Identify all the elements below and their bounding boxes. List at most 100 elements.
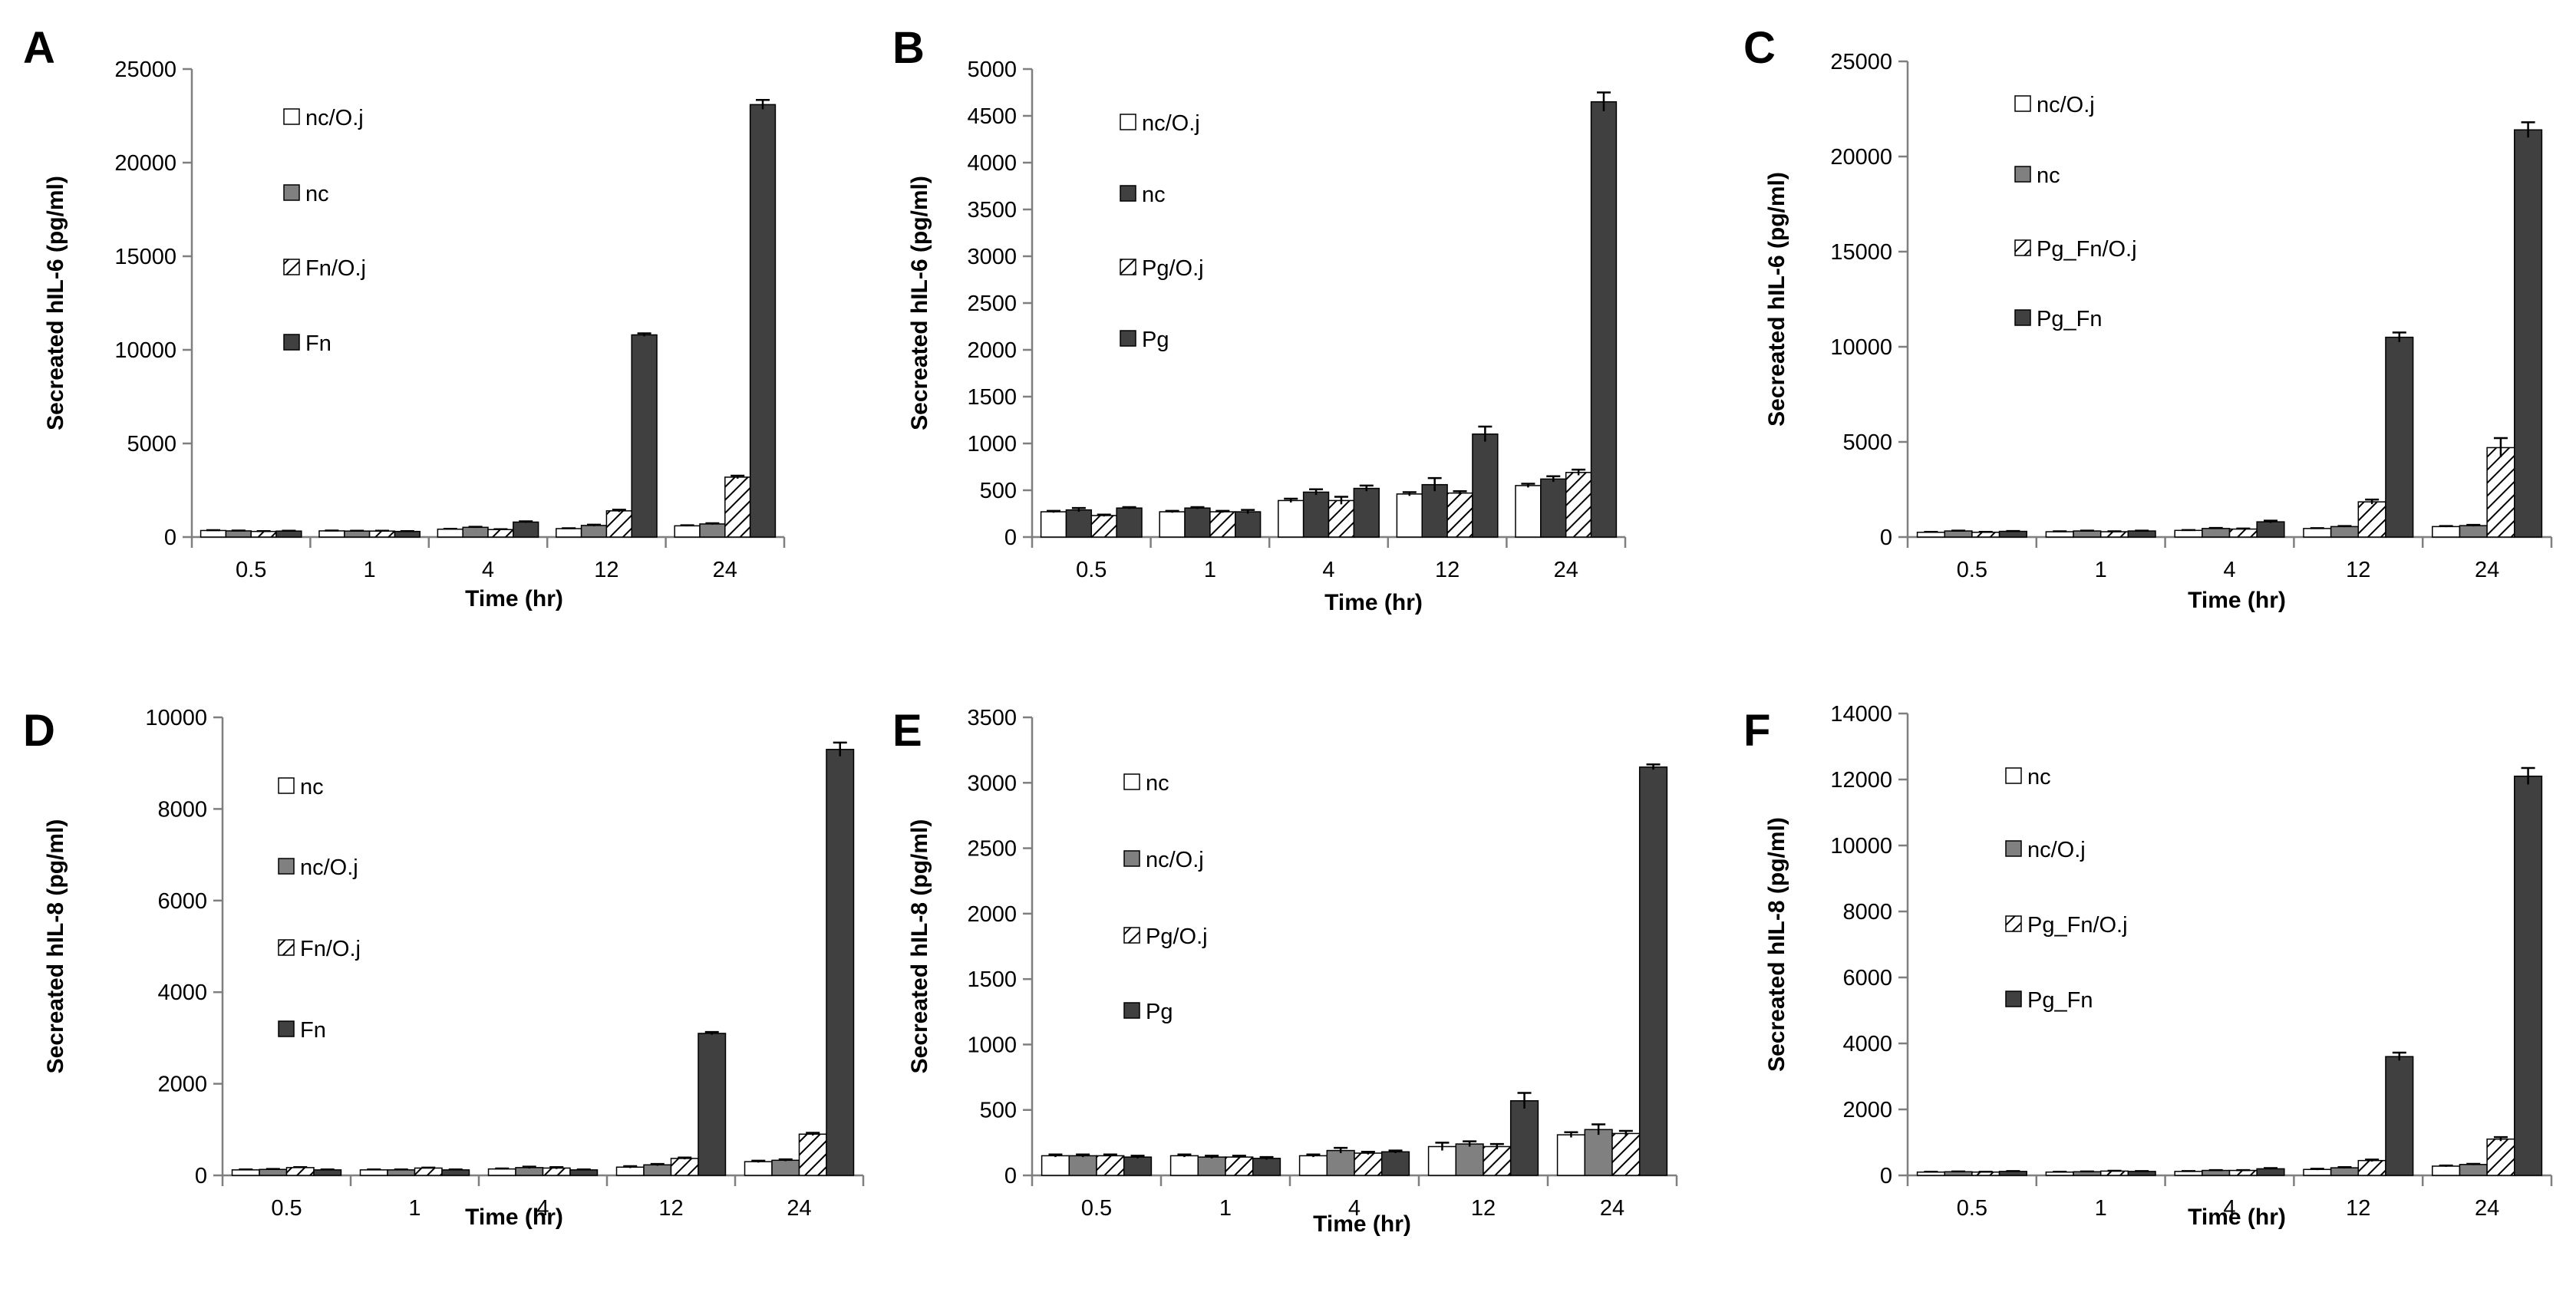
panel-f: F 0 2000 4000 6000 8000 10000 12000 14000 0.5 1 4 12… — [1743, 702, 2553, 1230]
bar — [1197, 1156, 1226, 1176]
bar — [556, 528, 582, 538]
bar — [1584, 1129, 1613, 1176]
legend-swatch — [278, 858, 295, 875]
bar — [1421, 483, 1448, 538]
bar — [487, 529, 514, 538]
legend-label: Pg — [1146, 1000, 1173, 1024]
bar — [225, 530, 252, 538]
bar — [1565, 472, 1592, 538]
legend-swatch — [278, 939, 295, 956]
legend-swatch — [1123, 1002, 1140, 1019]
panel-letter: E — [892, 706, 922, 756]
legend-label: Pg_Fn/O.j — [2027, 913, 2128, 938]
bar — [318, 530, 345, 538]
bar — [2330, 526, 2360, 538]
x-tick-label: 0.5 — [271, 1196, 302, 1221]
legend-swatch — [283, 334, 300, 351]
bar — [826, 749, 855, 1176]
bar — [1116, 507, 1143, 538]
legend-swatch — [2005, 767, 2022, 784]
bar — [1225, 1156, 1254, 1176]
bar — [1396, 493, 1423, 538]
bar — [1041, 1155, 1070, 1176]
bar — [437, 529, 463, 538]
y-tick-label: 0 — [195, 1164, 207, 1188]
y-axis-label: Secreated hIL-8 (pg/ml) — [1764, 817, 1789, 1072]
panel-letter: A — [23, 23, 55, 73]
legend-swatch — [1120, 114, 1136, 130]
x-tick-label: 1 — [1219, 1196, 1232, 1221]
bar — [2357, 1159, 2386, 1176]
legend-swatch — [1120, 330, 1136, 347]
legend-label: nc/O.j — [1146, 848, 1204, 872]
x-axis-label: Time (hr) — [2188, 1205, 2286, 1230]
bar — [2303, 528, 2332, 538]
bar — [2514, 129, 2543, 538]
y-tick-label: 6000 — [157, 889, 207, 914]
bar — [313, 1169, 342, 1176]
x-tick-label: 4 — [2223, 1196, 2235, 1221]
y-tick-label: 2000 — [157, 1073, 207, 1097]
bar — [1515, 485, 1542, 538]
x-tick-label: 1 — [1204, 558, 1216, 582]
bar — [724, 476, 751, 538]
panel-letter: B — [892, 23, 925, 73]
legend-swatch — [2014, 239, 2031, 256]
y-tick-label: 1000 — [967, 1033, 1017, 1057]
y-tick-label: 0 — [1880, 1164, 1892, 1188]
legend-label: Fn/O.j — [305, 256, 366, 281]
bar — [1326, 1149, 1355, 1176]
x-axis-label: Time (hr) — [1324, 590, 1423, 615]
y-tick-label: 2000 — [967, 902, 1017, 927]
y-tick-label: 2500 — [967, 837, 1017, 862]
bar — [250, 530, 277, 538]
bar — [1944, 530, 1973, 538]
legend-swatch — [283, 259, 300, 275]
bar — [2432, 526, 2461, 538]
bar — [2256, 521, 2285, 538]
y-tick-label: 0 — [164, 526, 176, 550]
y-tick-label: 5000 — [1842, 430, 1892, 455]
legend-label: nc/O.j — [1142, 111, 1200, 136]
y-tick-label: 0 — [1880, 526, 1892, 550]
bar — [1509, 1100, 1539, 1176]
bar — [2045, 531, 2074, 538]
y-tick-label: 1500 — [967, 385, 1017, 410]
bar — [2127, 530, 2156, 538]
bar — [2256, 1168, 2285, 1176]
bar — [414, 1167, 443, 1176]
legend-swatch — [2005, 840, 2022, 857]
legend-swatch — [2014, 309, 2031, 326]
bar — [2099, 531, 2129, 538]
y-tick-label: 0 — [1004, 526, 1017, 550]
y-tick-label: 2000 — [1842, 1098, 1892, 1122]
bar — [1040, 511, 1067, 538]
y-tick-label: 25000 — [114, 58, 176, 82]
bar — [285, 1167, 315, 1176]
bar — [2202, 528, 2231, 538]
bar — [2486, 447, 2515, 538]
x-tick-label: 4 — [1348, 1196, 1361, 1221]
x-tick-label: 4 — [482, 558, 494, 582]
y-tick-label: 5000 — [127, 432, 176, 456]
legend-swatch — [1120, 185, 1136, 202]
y-tick-label: 4000 — [1842, 1032, 1892, 1056]
y-tick-label: 8000 — [1842, 900, 1892, 925]
bar — [542, 1167, 571, 1176]
legend-label: nc — [300, 775, 324, 799]
bar — [2202, 1169, 2231, 1176]
bar — [2174, 529, 2203, 538]
bar — [2385, 336, 2414, 538]
bar — [2459, 525, 2488, 538]
legend-swatch — [1123, 850, 1140, 867]
bar — [387, 1169, 416, 1176]
y-axis-label: Secreated hIL-6 (pg/ml) — [1764, 172, 1789, 427]
bar — [698, 1033, 727, 1176]
x-tick-label: 1 — [2095, 1196, 2107, 1221]
bar — [569, 1169, 599, 1176]
bar — [1068, 1155, 1097, 1176]
bar — [487, 1168, 516, 1176]
bar — [2228, 528, 2258, 538]
bar — [513, 521, 539, 538]
